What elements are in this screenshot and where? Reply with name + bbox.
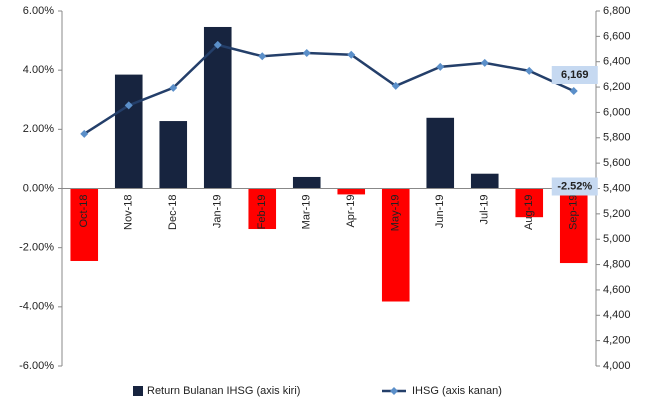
line-marker <box>124 101 133 110</box>
line-marker <box>391 81 400 90</box>
legend-label: Return Bulanan IHSG (axis kiri) <box>147 385 300 397</box>
y2-tick-label: 4,400 <box>603 309 631 321</box>
y-tick-label: 4.00% <box>23 64 54 76</box>
data-label-box <box>551 66 598 85</box>
line-marker <box>436 62 445 71</box>
x-tick-label: May-19 <box>390 195 402 232</box>
bar <box>381 188 410 302</box>
data-label-group: -2.52% <box>551 177 598 196</box>
x-tick-label: Mar-19 <box>301 195 313 230</box>
y2-tick-label: 4,800 <box>603 258 631 270</box>
x-tick-label: Nov-18 <box>123 195 135 230</box>
x-tick-label: Dec-18 <box>167 195 179 230</box>
bar <box>248 188 277 230</box>
y2-tick-label: 6,800 <box>603 5 631 17</box>
y-tick-label: 2.00% <box>23 123 54 135</box>
x-tick-label: Feb-19 <box>256 195 268 230</box>
line-marker <box>480 58 489 67</box>
bar <box>337 188 366 195</box>
x-tick-label: Jul-19 <box>479 195 491 225</box>
legend-swatch <box>390 387 398 395</box>
x-tick-label: Sep-19 <box>568 195 580 230</box>
y-tick-label: -6.00% <box>19 360 54 372</box>
y2-tick-label: 6,400 <box>603 56 631 68</box>
line-marker <box>347 50 356 59</box>
line-marker <box>169 83 178 92</box>
legend-swatch <box>133 386 143 396</box>
line-marker <box>302 48 311 57</box>
y-tick-label: 6.00% <box>23 5 54 17</box>
y2-tick-label: 4,600 <box>603 284 631 296</box>
line-marker <box>569 87 578 96</box>
y-tick-label: 0.00% <box>23 182 54 194</box>
y2-tick-label: 6,000 <box>603 106 631 118</box>
data-label: 6,169 <box>561 69 589 81</box>
y2-tick-label: 4,200 <box>603 335 631 347</box>
data-label: -2.52% <box>557 180 592 192</box>
bar <box>159 121 188 189</box>
x-tick-label: Aug-19 <box>523 195 535 230</box>
y2-tick-label: 6,200 <box>603 81 631 93</box>
bar <box>292 176 321 189</box>
x-tick-label: Jun-19 <box>434 195 446 229</box>
bar <box>70 188 99 261</box>
bar <box>426 117 455 189</box>
y2-tick-label: 5,000 <box>603 233 631 245</box>
line-marker <box>525 66 534 75</box>
line-marker <box>258 52 267 61</box>
bar <box>114 74 143 189</box>
data-label-box <box>551 177 598 196</box>
line <box>83 43 575 135</box>
y2-tick-label: 5,600 <box>603 157 631 169</box>
line-marker <box>213 40 222 49</box>
x-tick-label: Oct-18 <box>78 195 90 228</box>
line-marker <box>80 129 89 138</box>
bar <box>515 188 544 218</box>
x-tick-label: Apr-19 <box>345 195 357 228</box>
bar <box>470 173 499 189</box>
legend-label: IHSG (axis kanan) <box>412 385 502 397</box>
data-label-group: 6,169 <box>551 66 598 85</box>
bar <box>559 188 588 264</box>
y2-tick-label: 5,400 <box>603 182 631 194</box>
y2-tick-label: 5,800 <box>603 132 631 144</box>
y-tick-label: -2.00% <box>19 242 54 254</box>
y2-tick-label: 4,000 <box>603 360 631 372</box>
y2-tick-label: 5,200 <box>603 208 631 220</box>
x-tick-label: Jan-19 <box>212 195 224 229</box>
bar <box>203 26 232 189</box>
y-tick-label: -4.00% <box>19 301 54 313</box>
y2-tick-label: 6,600 <box>603 30 631 42</box>
